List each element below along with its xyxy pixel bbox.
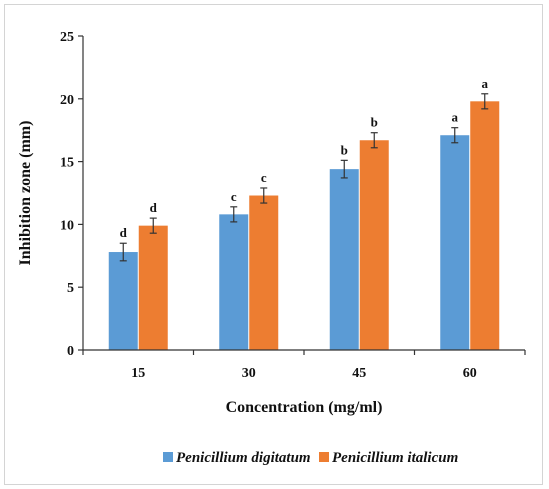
significance-letter: a (482, 76, 489, 91)
bar (470, 101, 500, 350)
error-bar (230, 206, 238, 223)
legend-swatch-penicillium-italicum (319, 452, 329, 462)
significance-letter: c (231, 189, 237, 204)
x-axis-title: Concentration (mg/ml) (226, 399, 383, 416)
significance-letters: d c b a d c b a (120, 76, 489, 240)
significance-letter: a (452, 110, 459, 125)
error-bar (340, 159, 348, 179)
error-bar (451, 127, 459, 144)
y-tick-label: 15 (60, 156, 74, 171)
y-tick-label: 20 (60, 93, 74, 108)
significance-letter: d (120, 225, 128, 240)
bar (249, 195, 279, 350)
legend-label-penicillium-digitatum: Penicillium digitatum (176, 450, 311, 466)
x-tick-label: 30 (242, 366, 256, 381)
bar (219, 214, 249, 350)
x-axis-ticks: 15 30 45 60 (82, 350, 526, 381)
y-tick-label: 0 (67, 344, 74, 359)
y-tick-label: 10 (60, 218, 74, 233)
error-bar (119, 242, 127, 262)
legend-swatch-penicillium-digitatum (163, 452, 173, 462)
x-tick-label: 45 (352, 366, 366, 381)
y-axis-ticks: 0 5 10 15 20 25 (60, 30, 83, 359)
x-tick-label: 15 (131, 366, 145, 381)
error-bar (481, 93, 489, 110)
bar (329, 169, 359, 350)
significance-letter: b (341, 142, 348, 157)
bar (359, 140, 389, 350)
y-axis-title: Inhibition zone (mm) (17, 121, 34, 266)
error-bars (119, 93, 489, 262)
error-bar (149, 217, 157, 234)
legend-label-penicillium-italicum: Penicillium italicum (332, 450, 458, 466)
x-tick-label: 60 (463, 366, 477, 381)
bar (108, 252, 138, 350)
y-tick-label: 25 (60, 30, 74, 45)
significance-letter: c (261, 170, 267, 185)
bars (108, 101, 500, 350)
error-bar (370, 132, 378, 149)
y-tick-label: 5 (67, 281, 74, 296)
bar (138, 225, 168, 350)
legend: Penicillium digitatum Penicillium italic… (163, 450, 458, 466)
bar (440, 135, 470, 350)
significance-letter: b (371, 115, 378, 130)
error-bar (260, 187, 268, 204)
significance-letter: d (150, 200, 158, 215)
